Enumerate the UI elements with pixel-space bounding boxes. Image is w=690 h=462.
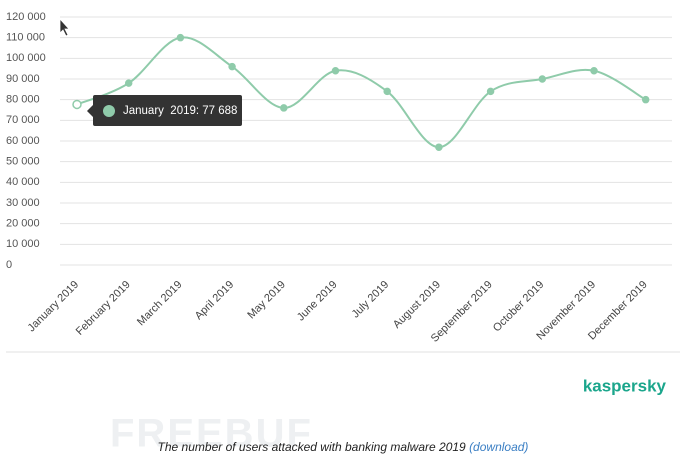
watermark: FREEBUF: [110, 412, 313, 456]
point: [124, 79, 133, 87]
logo: kaspersky: [583, 376, 667, 395]
y-tick-label: 30 000: [6, 197, 40, 209]
download-link[interactable]: (download): [469, 440, 528, 454]
y-tick-label: 100 000: [6, 52, 46, 64]
tooltip-marker: [103, 105, 115, 117]
tooltip-box: [93, 95, 242, 126]
point: [590, 66, 598, 75]
point: [641, 95, 650, 104]
y-tick-label: 70 000: [6, 114, 40, 126]
y-tick-label: 90 000: [6, 73, 40, 85]
y-tick-label: 50 000: [6, 156, 40, 168]
tooltip-pointer: [87, 105, 93, 117]
x-tick-label: March 2019: [135, 279, 185, 329]
tooltip: January 2019: 77 688: [87, 95, 242, 126]
point: [228, 62, 236, 71]
tooltip-text: January 2019: 77 688: [123, 105, 237, 117]
caption-text: The number of users attacked with bankin…: [158, 440, 466, 454]
point: [435, 143, 443, 151]
x-tick-label: February 2019: [74, 279, 133, 338]
x-tick-label: May 2019: [245, 279, 288, 322]
point: [280, 104, 288, 112]
x-tick-label: August 2019: [391, 279, 443, 331]
point: [486, 87, 495, 96]
y-tick-label: 40 000: [6, 176, 40, 188]
point: [72, 99, 82, 110]
y-tick-label: 10 000: [6, 238, 40, 250]
point: [538, 75, 547, 83]
y-tick-label: 80 000: [6, 94, 40, 106]
point: [331, 66, 340, 75]
x-tick-label: October 2019: [491, 279, 547, 335]
x-tick-label: July 2019: [350, 279, 392, 321]
y-tick-label: 0: [6, 259, 12, 271]
x-tick-label: January 2019: [26, 279, 82, 335]
line: [76, 36, 647, 149]
y-tick-label: 110 000: [6, 32, 45, 44]
y-tick-label: 60 000: [6, 135, 40, 147]
x-tick-label: April 2019: [193, 279, 237, 323]
point: [176, 33, 185, 42]
caption: The number of users attacked with bankin…: [158, 440, 529, 454]
cursor: [59, 17, 70, 37]
y-tick-label: 20 000: [6, 218, 40, 230]
x-tick-label: June 2019: [295, 279, 340, 324]
point: [383, 87, 391, 96]
y-tick-label: 120 000: [6, 11, 46, 23]
